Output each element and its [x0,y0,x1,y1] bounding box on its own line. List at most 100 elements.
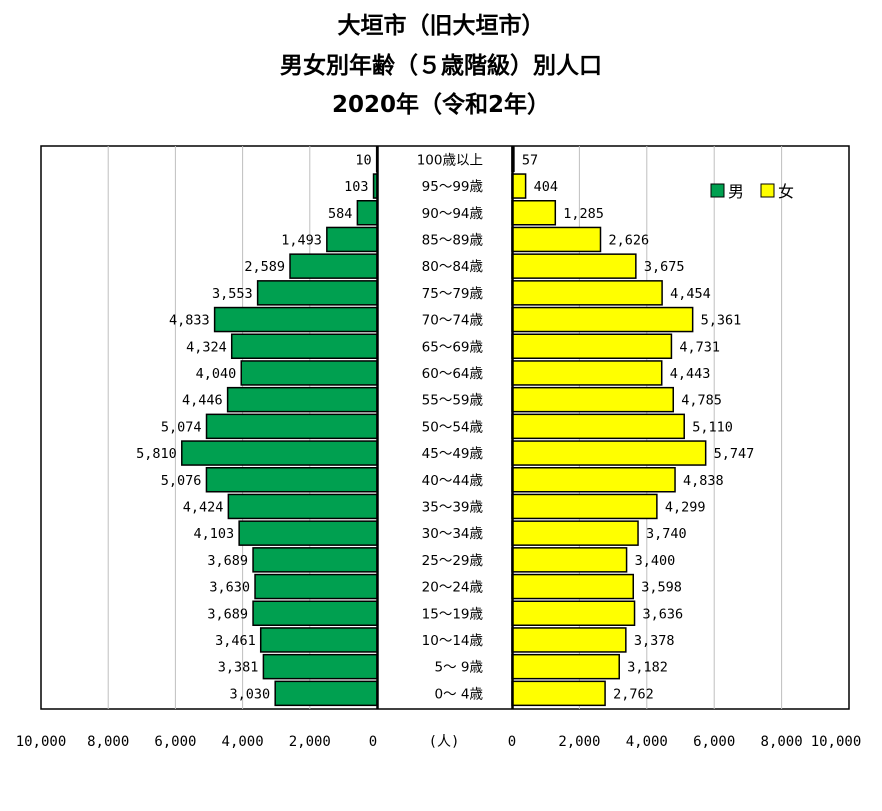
age-group-label: 45～49歳 [422,446,484,462]
legend-female-label: 女 [778,182,794,201]
data-label-female: 5,747 [714,446,755,462]
data-label-female: 2,762 [613,686,654,702]
bar-male [289,253,378,279]
bar-female [511,253,637,279]
bar-male [226,386,378,413]
bar-male [227,493,378,520]
age-group-label: 60～64歳 [422,366,484,382]
age-group-label: 85～89歳 [422,232,484,248]
x-tick-label-female: 4,000 [626,734,668,750]
x-tick-label-male: 10,000 [16,734,67,750]
data-label-female: 4,299 [665,499,706,515]
data-label-female: 3,400 [635,553,676,569]
x-tick-label-female: 10,000 [811,734,862,750]
bar-male [254,573,378,600]
x-tick-label-male: 4,000 [222,734,264,750]
bar-female [511,386,675,413]
data-label-male: 5,810 [136,446,177,462]
data-label-male: 3,689 [207,553,248,569]
data-label-female: 5,361 [701,313,742,329]
x-tick-label-male: 2,000 [289,734,331,750]
bar-male [238,520,378,546]
data-label-female: 4,454 [670,286,711,302]
legend: 男 女 [710,182,794,201]
data-label-female: 3,182 [627,660,668,676]
bar-male [252,547,378,573]
legend-male-swatch [710,183,725,198]
bar-male [252,600,378,626]
bar-male [230,333,378,359]
bar-female [511,333,673,359]
legend-female-swatch [760,183,775,198]
age-group-label: 100歳以上 [417,152,483,168]
chart-title-line1: 大垣市（旧大垣市） [337,13,545,39]
data-label-female: 57 [522,152,538,168]
chart-title-line2: 男女別年齢（５歳階級）別人口 [280,53,602,79]
data-label-male: 4,424 [183,499,224,515]
data-label-female: 3,378 [634,633,675,649]
data-label-female: 2,626 [608,232,649,248]
bar-male [356,200,378,226]
data-label-male: 10 [355,152,371,168]
data-label-male: 103 [344,179,368,195]
data-label-male: 3,553 [212,286,253,302]
bar-male [205,467,378,493]
age-group-label: 5～ 9歳 [435,660,484,676]
age-group-label: 15～19歳 [422,606,484,622]
age-group-label: 35～39歳 [422,499,484,515]
age-group-label: 95～99歳 [422,179,484,195]
bar-female [511,680,606,707]
age-group-label: 25～29歳 [422,553,484,569]
unit-label: (人) [429,734,460,750]
chart-title-line3: 2020年（令和2年） [331,92,551,118]
x-tick-label-male: 8,000 [87,734,129,750]
data-label-male: 4,324 [186,339,227,355]
bar-female [511,573,635,600]
bar-female [511,226,602,253]
bar-male [326,226,378,253]
bar-female [511,520,639,546]
bar-female [511,413,685,440]
x-tick-label-female: 0 [508,734,516,750]
data-label-male: 4,103 [193,526,234,542]
data-label-male: 4,833 [169,313,210,329]
bar-female [511,467,676,493]
data-label-male: 3,381 [218,660,259,676]
bar-female [511,200,557,226]
data-label-female: 3,598 [641,580,682,596]
bar-male [274,680,378,707]
x-tick-label-male: 6,000 [154,734,196,750]
age-group-label: 75～79歳 [422,286,484,302]
age-group-label: 70～74歳 [422,313,484,329]
age-group-label: 10～14歳 [422,633,484,649]
bar-male [262,653,378,680]
legend-male-label: 男 [728,182,744,201]
bar-male [259,627,378,653]
data-label-male: 3,030 [230,686,271,702]
bar-female [511,173,527,199]
bar-male [213,306,378,333]
bar-male [256,280,378,306]
bar-female [511,600,636,626]
bar-female [511,280,663,306]
bar-male [240,360,378,386]
data-label-male: 4,040 [196,366,237,382]
bar-female [511,493,658,520]
data-label-female: 5,110 [692,419,733,435]
data-label-male: 584 [328,206,352,222]
bar-female [511,440,707,466]
age-group-label: 20～24歳 [422,580,484,596]
bar-male [181,440,378,466]
data-label-male: 3,461 [215,633,256,649]
data-label-male: 2,589 [244,259,285,275]
age-group-label: 55～59歳 [422,393,484,409]
bar-female [511,627,627,653]
age-group-label: 30～34歳 [422,526,484,542]
data-label-female: 4,443 [670,366,711,382]
data-label-male: 5,074 [161,419,202,435]
data-label-female: 404 [534,179,558,195]
data-label-male: 3,630 [209,580,250,596]
bar-female [511,653,620,680]
age-group-label: 40～44歳 [422,473,484,489]
